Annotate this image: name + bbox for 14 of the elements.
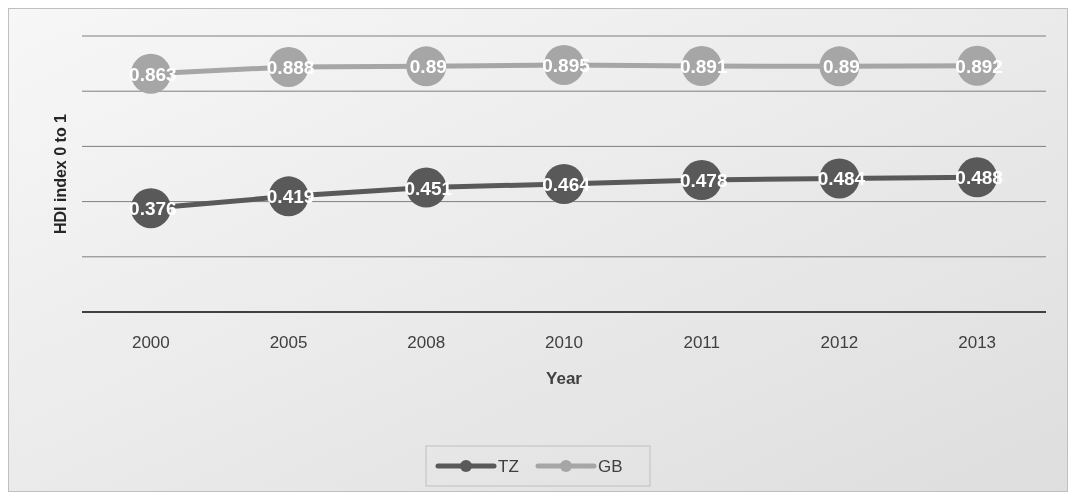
legend-label: TZ <box>498 457 519 476</box>
x-tick-label: 2005 <box>269 333 308 352</box>
data-label: 0.89 <box>822 56 860 78</box>
x-axis-title: Year <box>546 369 583 388</box>
x-tick-label: 2000 <box>131 333 170 352</box>
y-axis-title: HDI index 0 to 1 <box>52 113 69 235</box>
x-tick-label: 2013 <box>958 333 997 352</box>
x-tick-label: 2011 <box>683 333 720 352</box>
legend-label: GB <box>598 457 623 476</box>
x-tick-label: 2010 <box>545 333 583 352</box>
x-tick-label: 2008 <box>407 333 446 352</box>
data-label: 0.419 <box>266 186 315 208</box>
x-tick-label: 2012 <box>820 333 859 352</box>
data-label: 0.89 <box>409 56 447 78</box>
